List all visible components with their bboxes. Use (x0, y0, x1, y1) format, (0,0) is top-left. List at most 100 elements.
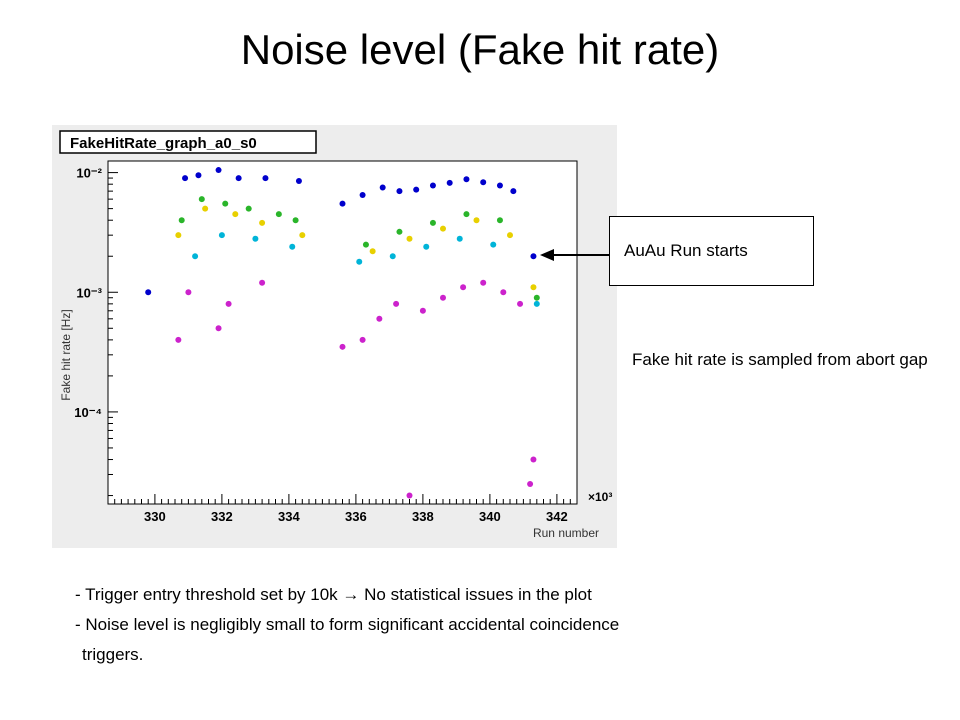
data-point (145, 289, 152, 296)
data-point (396, 188, 403, 195)
data-point (232, 211, 239, 218)
data-point (460, 284, 467, 291)
bullet-list: - Trigger entry threshold set by 10k → N… (75, 580, 895, 670)
data-point (262, 175, 269, 182)
data-point (530, 284, 537, 291)
callout-text: AuAu Run starts (624, 241, 748, 260)
callout-arrow (540, 249, 610, 261)
data-point (259, 219, 266, 226)
data-point (195, 172, 202, 179)
data-point (496, 182, 503, 189)
data-point (423, 243, 430, 250)
x-tick-label: 336 (345, 509, 367, 524)
data-point (533, 294, 540, 301)
data-point (429, 182, 436, 189)
data-point (389, 253, 396, 260)
data-point (463, 176, 470, 183)
x-tick-label: 338 (412, 509, 434, 524)
data-point (429, 219, 436, 226)
data-point (446, 179, 453, 186)
data-point (510, 188, 517, 195)
x-tick-label: 332 (211, 509, 233, 524)
data-point (339, 343, 346, 350)
data-point (185, 289, 192, 296)
data-point (175, 336, 182, 343)
x-tick-label: 334 (278, 509, 300, 524)
data-point (215, 167, 222, 174)
data-point (473, 217, 480, 224)
data-point (339, 200, 346, 207)
data-point (440, 294, 446, 301)
data-point (456, 235, 463, 242)
x-multiplier-label: ×10³ (588, 490, 612, 504)
data-point (235, 175, 242, 182)
x-tick-label: 342 (546, 509, 568, 524)
data-point (530, 253, 537, 260)
data-point (393, 300, 400, 307)
data-point (356, 258, 363, 265)
x-axis: 330 332 334 336 338 340 342 (107, 494, 578, 524)
data-point (275, 211, 282, 218)
arrowhead-icon (540, 249, 554, 261)
data-point (252, 235, 259, 242)
data-point (376, 315, 383, 322)
data-point (517, 300, 524, 307)
data-point (178, 217, 185, 224)
data-point (507, 232, 513, 239)
data-point (215, 325, 222, 332)
bullet-item: - Trigger entry threshold set by 10k → N… (75, 585, 592, 604)
y-tick-label: 10⁻⁴ (74, 405, 102, 420)
data-point (480, 279, 487, 286)
x-tick-label: 340 (479, 509, 501, 524)
data-point (192, 253, 199, 260)
data-point (480, 179, 487, 186)
data-point (222, 200, 229, 207)
data-point (295, 178, 302, 185)
y-axis-label: Fake hit rate [Hz] (59, 309, 73, 400)
data-point (396, 228, 403, 235)
data-point (379, 184, 386, 191)
fake-hit-rate-chart: FakeHitRate_graph_a0_s0 330 332 334 336 338 3… (52, 125, 617, 548)
data-point (413, 186, 420, 193)
y-axis: 10⁻⁴ 10⁻³ 10⁻² (74, 166, 118, 497)
data-point (218, 232, 225, 239)
y-tick-label: 10⁻² (76, 166, 102, 181)
bullet-item-continuation: triggers. (82, 645, 144, 664)
x-tick-label: 330 (144, 509, 166, 524)
data-point (406, 235, 413, 242)
x-axis-label: Run number (533, 526, 599, 540)
data-point (362, 241, 369, 248)
data-point (419, 307, 426, 314)
data-point (369, 248, 376, 255)
data-point (490, 241, 497, 248)
data-point (530, 456, 537, 463)
y-tick-label: 10⁻³ (76, 285, 102, 300)
data-point (289, 243, 296, 250)
data-points (145, 167, 540, 499)
data-point (406, 492, 413, 499)
data-point (533, 300, 540, 307)
data-point (299, 232, 306, 239)
data-point (175, 232, 182, 239)
data-point (463, 211, 470, 218)
data-point (496, 217, 503, 224)
abort-gap-note: Fake hit rate is sampled from abort gap (632, 350, 928, 369)
plot-area (107, 160, 578, 505)
plot-frame: FakeHitRate_graph_a0_s0 330 332 334 336 338 3… (52, 125, 617, 548)
data-point (440, 225, 446, 232)
data-point (292, 217, 299, 224)
data-point (245, 205, 252, 212)
data-point (359, 336, 366, 343)
data-point (259, 279, 266, 286)
data-point (182, 175, 189, 182)
callout-box: AuAu Run starts (609, 216, 814, 286)
data-point (500, 289, 507, 296)
data-point (202, 205, 209, 212)
data-point (359, 191, 366, 198)
chart-title: FakeHitRate_graph_a0_s0 (70, 135, 257, 152)
slide-title: Noise level (Fake hit rate) (240, 26, 720, 73)
data-point (527, 480, 534, 487)
data-point (225, 300, 232, 307)
bullet-item: - Noise level is negligibly small to for… (75, 615, 620, 634)
data-point (198, 196, 205, 203)
